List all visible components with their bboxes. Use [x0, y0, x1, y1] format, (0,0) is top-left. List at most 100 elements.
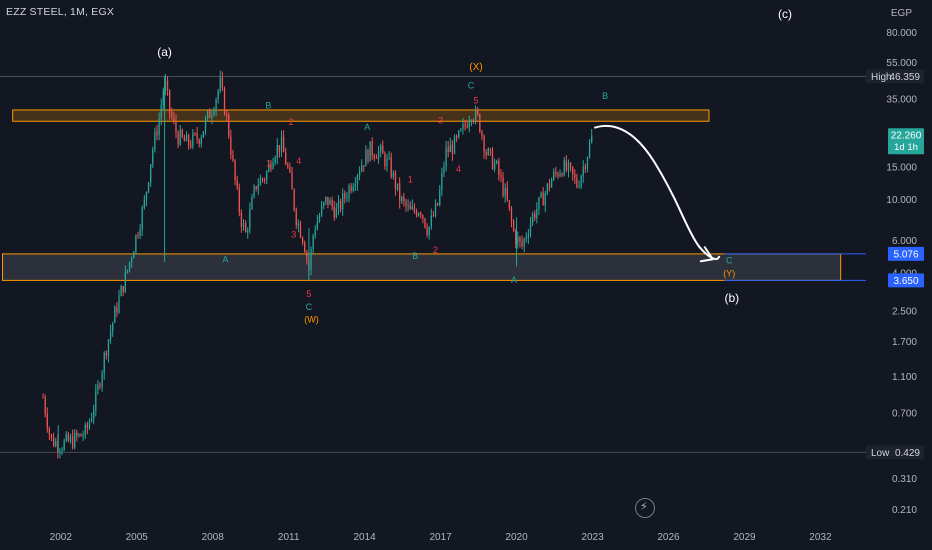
candle-body — [377, 150, 380, 159]
candle-body — [434, 203, 437, 216]
low-marker-tag — [866, 445, 924, 460]
candle-body — [502, 177, 504, 196]
time-axis[interactable]: 2002 2005 2008 2011 2014 2017 2020 2023 2026 2029… — [50, 532, 832, 543]
candle-body — [401, 197, 403, 202]
candle-body — [544, 192, 546, 206]
candle-body — [225, 114, 228, 116]
candle-body — [415, 211, 418, 216]
candle-body — [80, 433, 82, 437]
candle-body — [553, 171, 555, 180]
candle-body — [515, 230, 517, 244]
candle-body — [318, 215, 321, 222]
candle-body — [314, 229, 316, 236]
candle-body — [591, 135, 593, 143]
wave-label: (W) — [304, 314, 319, 324]
candle-body — [215, 99, 217, 111]
candle-body — [479, 114, 481, 132]
candle-body — [194, 133, 196, 135]
candle-body — [270, 163, 272, 169]
candles-layer — [42, 70, 593, 459]
high-marker-tag — [866, 69, 924, 84]
candle-body — [74, 432, 76, 448]
candle-body — [90, 418, 93, 422]
candle-body — [424, 218, 426, 228]
candle-body — [529, 222, 532, 235]
candle-body — [200, 137, 202, 145]
candle-body — [71, 436, 74, 448]
candle-body — [67, 434, 70, 442]
candle-body — [263, 179, 266, 181]
time-tick: 2029 — [733, 532, 756, 543]
candle-body — [50, 434, 53, 438]
candle-body — [327, 196, 329, 205]
time-tick: 2023 — [581, 532, 604, 543]
candle-body — [99, 384, 101, 387]
candle-body — [219, 77, 221, 91]
candle-body — [510, 208, 513, 222]
last-price-countdown: 1d 1h — [894, 142, 918, 153]
candle-body — [169, 89, 171, 113]
candle-body — [158, 118, 160, 136]
candle-body — [346, 197, 348, 199]
candle-body — [447, 147, 449, 153]
candle-body — [584, 166, 587, 169]
candle-body — [103, 352, 105, 373]
high-marker-value: 46.359 — [889, 72, 920, 83]
time-tick: 2020 — [505, 532, 528, 543]
candle-body — [52, 437, 55, 447]
time-tick: 2011 — [278, 532, 300, 543]
candle-body — [517, 237, 519, 244]
time-tick: 2005 — [126, 532, 149, 543]
candle-body — [578, 186, 580, 188]
candle-body — [342, 193, 344, 210]
candle-body — [521, 241, 523, 247]
candle-body — [261, 178, 264, 180]
candle-body — [339, 200, 342, 210]
candle-body — [297, 223, 300, 226]
currency-label: EGP — [890, 8, 912, 19]
candle-body — [555, 171, 557, 174]
candle-body — [114, 307, 116, 323]
candle-body — [95, 390, 97, 411]
projection-arrowhead — [699, 246, 714, 263]
candle-body — [107, 339, 110, 356]
candle-body — [198, 139, 200, 145]
candle-body — [257, 185, 259, 189]
candle-body — [255, 186, 257, 189]
candle-body — [293, 189, 295, 210]
candle-body — [312, 235, 314, 250]
candle-body — [382, 145, 384, 154]
candle-body — [493, 163, 496, 170]
wave-label: (Y) — [723, 268, 735, 278]
wave-label: B — [412, 251, 418, 261]
candle-body — [59, 451, 61, 453]
wave-label: 4 — [456, 164, 461, 174]
candle-body — [333, 206, 335, 218]
candle-body — [105, 352, 108, 356]
candle-body — [375, 157, 378, 159]
range-bottom-tag — [888, 273, 924, 288]
candle-body — [285, 152, 287, 165]
candle-body — [291, 172, 293, 190]
candle-body — [498, 160, 500, 175]
candle-body — [173, 117, 175, 121]
price-tick: 35.000 — [886, 94, 917, 105]
candle-body — [523, 238, 525, 247]
price-axis[interactable]: 80.00055.00035.00015.00010.0006.0004.000… — [866, 28, 924, 516]
candle-body — [365, 149, 367, 167]
candle-body — [451, 144, 454, 154]
candle-body — [588, 142, 591, 158]
candle-body — [152, 149, 154, 165]
symbol-title: EZZ STEEL, 1M, EGX — [6, 6, 115, 18]
lightning-icon[interactable] — [635, 498, 655, 518]
candle-body — [525, 237, 527, 239]
candle-body — [472, 120, 475, 122]
wave-label: C — [468, 81, 475, 91]
candle-body — [204, 118, 207, 132]
wave-label: (X) — [469, 62, 482, 73]
candle-body — [373, 155, 375, 158]
candle-body — [453, 136, 456, 154]
candle-body — [266, 171, 268, 180]
candle-body — [304, 242, 306, 253]
